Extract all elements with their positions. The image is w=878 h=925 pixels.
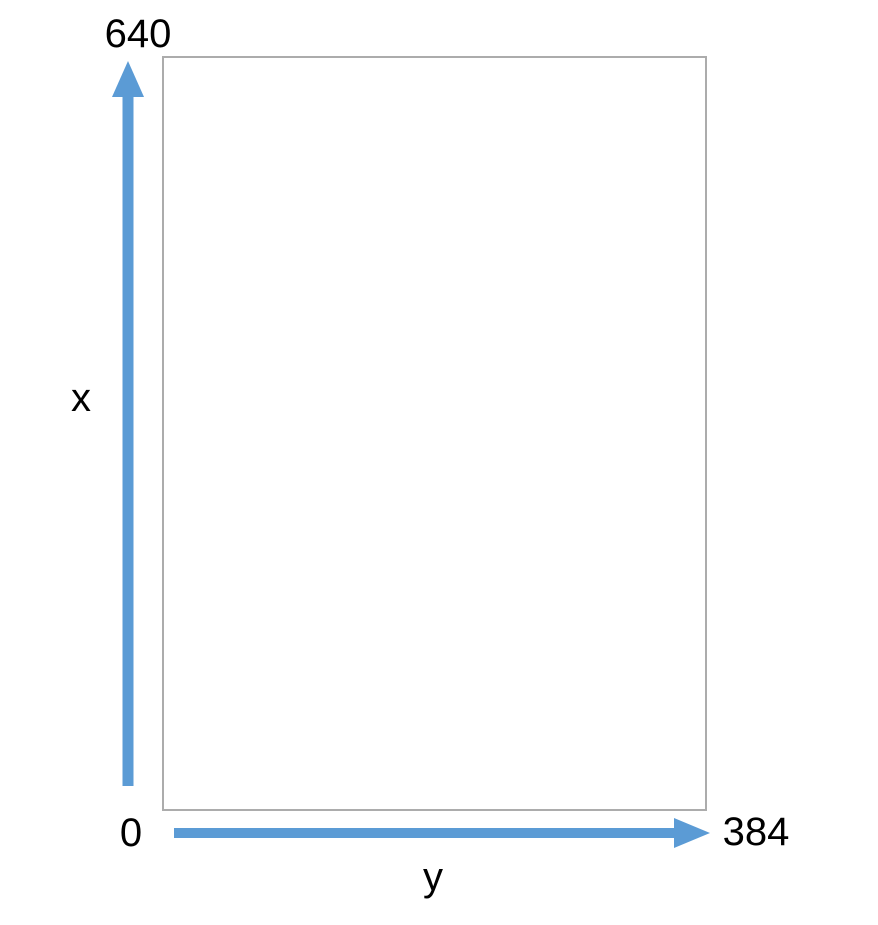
image-frame — [162, 56, 707, 811]
y-axis-arrowhead-icon — [674, 818, 710, 848]
x-axis-label: x — [71, 376, 91, 420]
y-axis-max-label: 384 — [722, 810, 790, 854]
origin-label: 0 — [119, 811, 143, 855]
x-axis-max-label: 640 — [104, 12, 172, 56]
y-axis-label: y — [423, 855, 443, 899]
x-axis-arrowhead-icon — [112, 61, 144, 97]
